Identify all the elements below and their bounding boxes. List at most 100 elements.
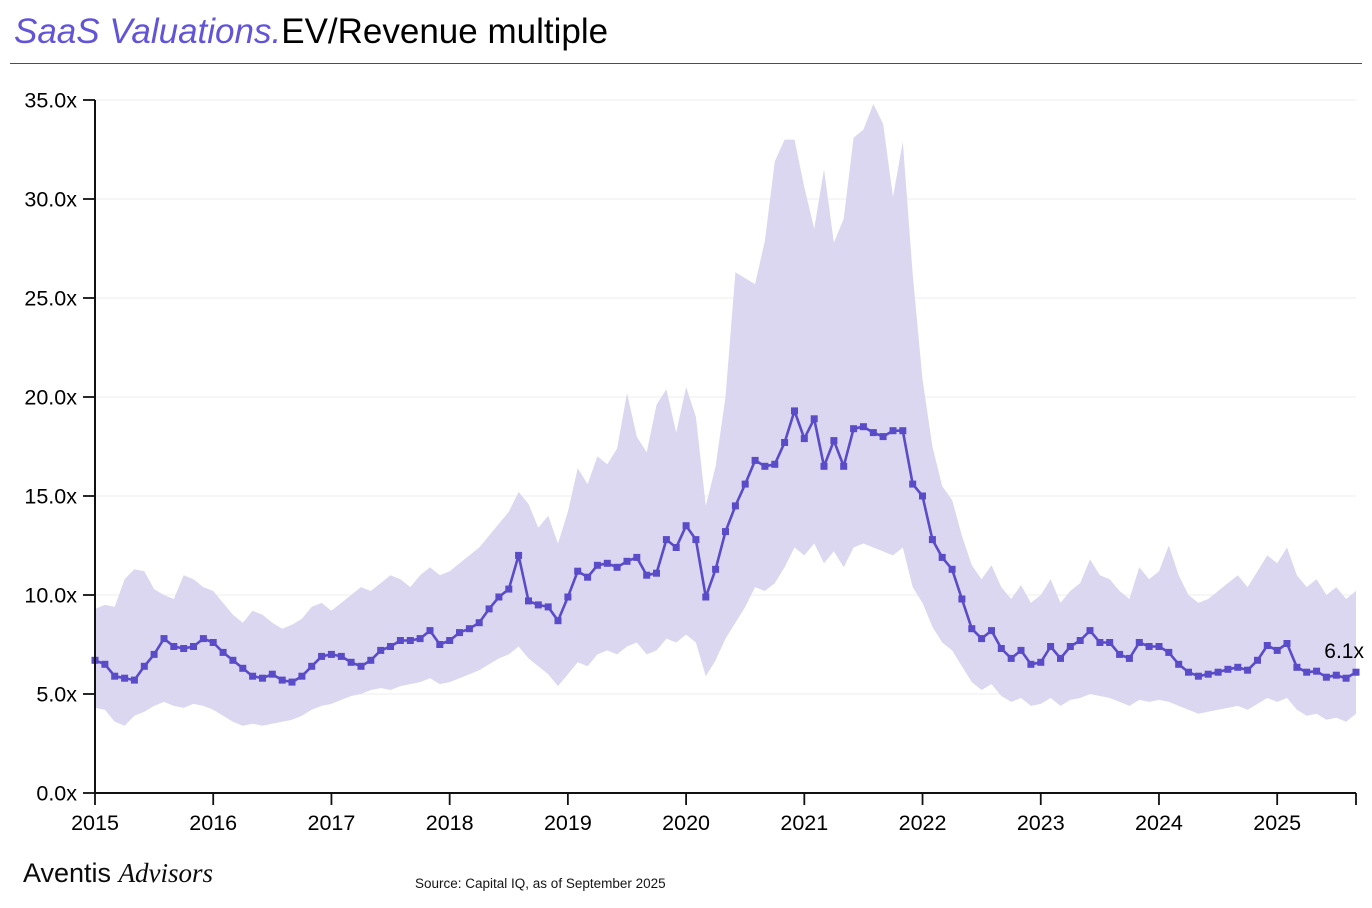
data-point-marker — [209, 639, 217, 646]
data-point-marker — [525, 597, 532, 605]
data-point-marker — [327, 650, 335, 658]
data-point-marker — [712, 565, 720, 573]
data-point-marker — [919, 492, 926, 500]
data-point-marker — [1155, 643, 1163, 650]
data-point-marker — [672, 544, 680, 551]
data-point-marker — [456, 629, 463, 637]
data-point-marker — [1342, 674, 1350, 682]
data-point-marker — [1273, 646, 1281, 654]
data-point-marker — [1027, 660, 1035, 668]
x-axis-tick-label: 2019 — [544, 811, 592, 835]
data-point-marker — [121, 674, 129, 682]
source-note: Source: Capital IQ, as of September 2025 — [415, 876, 666, 891]
data-point-marker — [1352, 668, 1360, 676]
data-point-marker — [465, 625, 473, 633]
data-point-marker — [1244, 666, 1252, 674]
data-point-marker — [1096, 639, 1104, 646]
data-point-marker — [160, 635, 168, 643]
data-point-marker — [150, 650, 158, 658]
data-point-marker — [1076, 637, 1084, 644]
x-axis-tick-label: 2017 — [308, 811, 356, 835]
data-point-marker — [259, 674, 266, 682]
data-point-marker — [1116, 650, 1124, 658]
data-point-marker — [199, 635, 207, 643]
data-point-marker — [416, 635, 424, 643]
data-point-marker — [731, 502, 739, 510]
data-point-marker — [288, 678, 296, 686]
data-point-marker — [1066, 643, 1074, 650]
data-point-marker — [751, 456, 759, 464]
data-point-marker — [800, 435, 808, 443]
data-point-marker — [948, 565, 956, 573]
data-point-marker — [298, 672, 306, 680]
data-point-marker — [830, 437, 838, 445]
data-point-marker — [859, 423, 867, 431]
data-point-marker — [1125, 654, 1133, 662]
data-point-marker — [367, 656, 375, 664]
data-point-marker — [1214, 668, 1222, 676]
data-point-marker — [239, 664, 247, 672]
data-point-marker — [101, 660, 109, 668]
data-point-marker — [889, 427, 897, 435]
data-point-marker — [643, 571, 651, 579]
percentile-band-area — [95, 104, 1356, 726]
data-point-marker — [1332, 671, 1340, 679]
data-point-marker — [268, 670, 276, 678]
data-point-marker — [1234, 663, 1242, 671]
data-point-marker — [140, 662, 148, 670]
data-point-marker — [387, 643, 394, 650]
data-point-marker — [850, 425, 858, 433]
data-point-marker — [426, 627, 434, 635]
data-point-marker — [653, 569, 660, 577]
data-point-marker — [692, 536, 700, 544]
data-point-marker — [1017, 646, 1025, 654]
data-point-marker — [997, 645, 1005, 652]
data-point-marker — [938, 553, 946, 561]
data-point-marker — [475, 619, 483, 627]
title-accent: SaaS Valuations. — [14, 12, 282, 51]
data-point-marker — [988, 627, 995, 635]
data-point-marker — [741, 480, 749, 488]
data-point-marker — [662, 536, 670, 544]
x-axis-tick-label: 2018 — [426, 811, 474, 835]
y-axis-tick-label: 10.0x — [24, 584, 77, 608]
data-point-marker — [781, 439, 789, 446]
data-point-marker — [869, 429, 877, 437]
y-axis-tick-label: 20.0x — [24, 386, 77, 410]
y-axis-tick-label: 35.0x — [24, 89, 77, 113]
data-point-marker — [219, 648, 227, 656]
data-point-marker — [574, 567, 582, 575]
x-axis-tick-label: 2023 — [1017, 811, 1065, 835]
x-axis-tick-label: 2020 — [662, 811, 710, 835]
last-value-label: 6.1x — [1324, 640, 1364, 663]
data-point-marker — [1007, 654, 1015, 662]
data-point-marker — [1165, 648, 1173, 656]
data-point-marker — [761, 462, 769, 470]
data-point-marker — [278, 676, 286, 684]
data-point-marker — [1185, 668, 1192, 676]
data-point-marker — [1293, 663, 1301, 671]
x-axis-tick-label: 2022 — [899, 811, 947, 835]
data-point-marker — [190, 643, 197, 650]
data-point-marker — [1263, 642, 1271, 649]
y-axis-tick-label: 15.0x — [24, 485, 77, 509]
y-axis-tick-label: 25.0x — [24, 287, 77, 311]
data-point-marker — [1313, 667, 1321, 675]
data-point-marker — [1303, 668, 1311, 676]
y-axis-tick-label: 30.0x — [24, 188, 77, 212]
data-point-marker — [791, 407, 798, 415]
data-point-marker — [613, 563, 621, 571]
data-point-marker — [249, 672, 257, 680]
x-axis-tick-label: 2015 — [71, 811, 119, 835]
data-point-marker — [1224, 665, 1232, 673]
data-point-marker — [593, 561, 601, 569]
data-point-marker — [909, 480, 917, 488]
y-axis-tick-label: 5.0x — [36, 683, 77, 707]
x-axis-tick-label: 2024 — [1135, 811, 1183, 835]
title-divider — [10, 63, 1362, 64]
brand-name-regular: Aventis — [23, 858, 119, 888]
y-axis-tick-label: 0.0x — [36, 782, 77, 806]
data-point-marker — [958, 595, 966, 603]
